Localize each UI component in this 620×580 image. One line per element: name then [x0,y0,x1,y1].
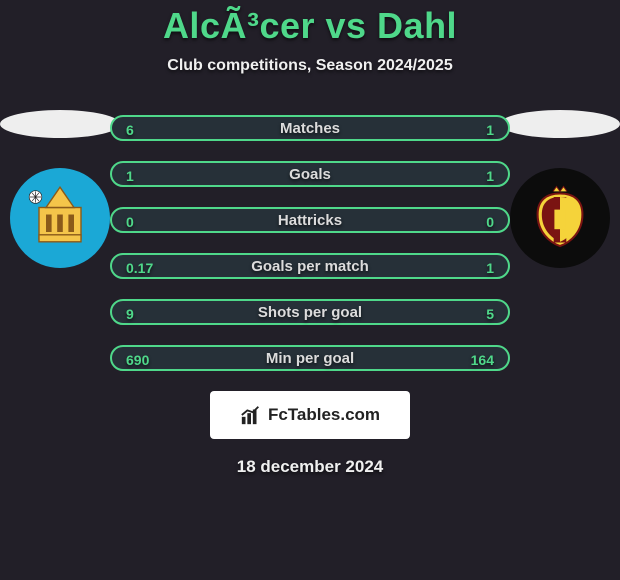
stat-row: 690 Min per goal 164 [110,345,510,371]
stat-row: 1 Goals 1 [110,161,510,187]
stat-value-right: 1 [486,117,494,143]
stat-value-left: 690 [126,347,149,373]
stat-value-right: 164 [471,347,494,373]
stat-label: Matches [280,120,340,137]
stat-value-left: 6 [126,117,134,143]
player-right [500,110,620,270]
page-title: AlcÃ³cer vs Dahl [0,5,620,47]
page-subtitle: Club competitions, Season 2024/2025 [0,57,620,75]
club-crest-left [10,168,110,268]
stat-label: Goals [289,166,331,183]
crest-left-icon [25,183,95,253]
stat-value-right: 1 [486,255,494,281]
crest-right-icon [525,183,595,253]
stat-row: 0 Hattricks 0 [110,207,510,233]
stat-row: 0.17 Goals per match 1 [110,253,510,279]
stat-value-right: 1 [486,163,494,189]
player-silhouette-right [500,110,620,138]
stat-label: Shots per goal [258,304,362,321]
stat-value-left: 0.17 [126,255,153,281]
date-label: 18 december 2024 [0,457,620,477]
stat-row: 6 Matches 1 [110,115,510,141]
brand-badge[interactable]: FcTables.com [210,391,410,439]
stat-label: Min per goal [266,350,354,367]
stat-value-left: 9 [126,301,134,327]
stat-value-left: 1 [126,163,134,189]
stat-value-right: 5 [486,301,494,327]
stat-label: Hattricks [278,212,342,229]
stat-value-right: 0 [486,209,494,235]
stat-value-left: 0 [126,209,134,235]
stat-label: Goals per match [251,258,369,275]
brand-chart-icon [240,404,262,426]
comparison-card: AlcÃ³cer vs Dahl Club competitions, Seas… [0,0,620,580]
club-crest-right [510,168,610,268]
brand-text: FcTables.com [268,405,380,425]
player-left [0,110,120,270]
stats-table: 6 Matches 1 1 Goals 1 0 Hattricks 0 0.17 Goals per… [110,115,510,371]
stat-row: 9 Shots per goal 5 [110,299,510,325]
player-silhouette-left [0,110,120,138]
